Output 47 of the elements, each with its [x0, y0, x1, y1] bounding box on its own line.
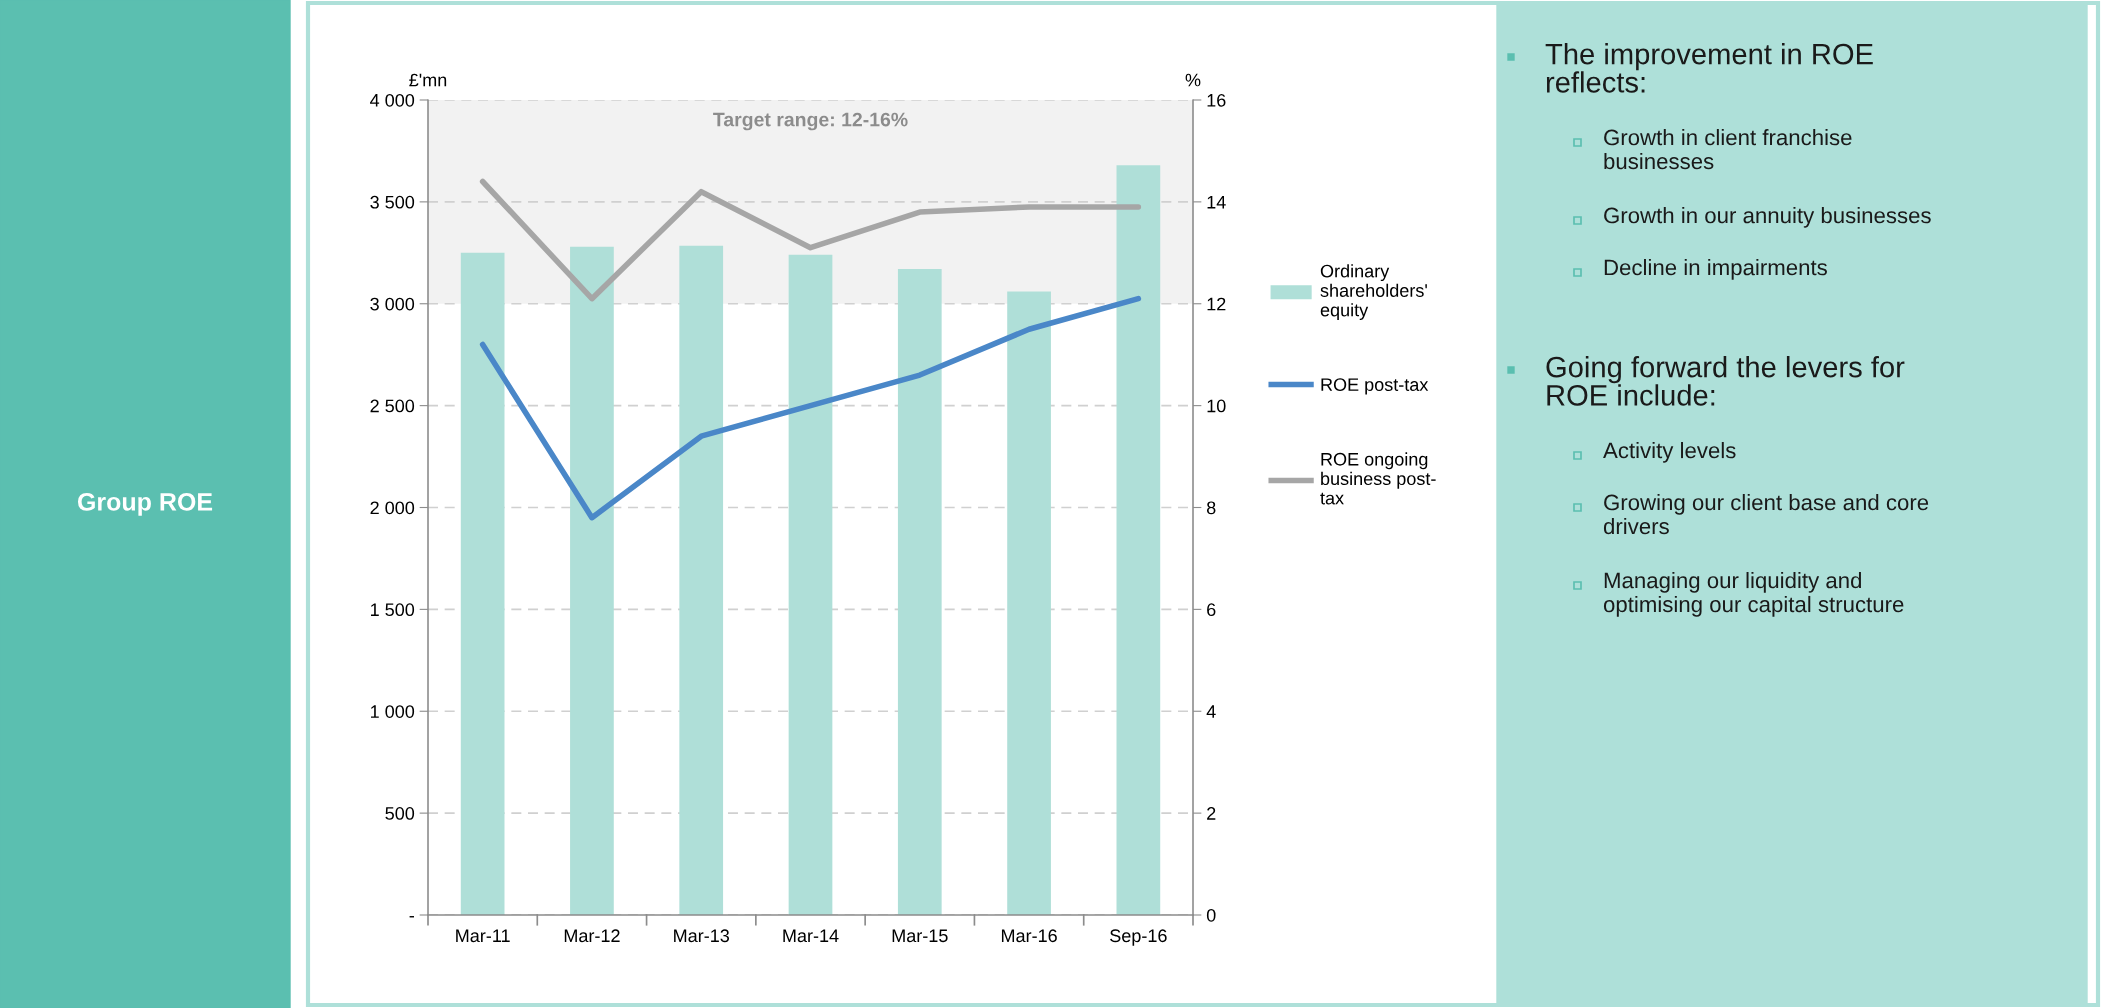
text: Growing our client base and core drivers — [1603, 494, 1929, 535]
text: Managing our liquidity and optimising our capital structure — [1603, 572, 1904, 617]
y2-tick-label: 6 — [1207, 603, 1216, 617]
y-tick-label: 4 000 — [370, 93, 415, 107]
text: Going forward the levers for ROE include: — [1546, 356, 1905, 406]
y-tick-label: 3 000 — [370, 297, 415, 311]
bar — [1116, 165, 1161, 915]
bar — [1007, 291, 1051, 915]
y-tick-label: - — [409, 916, 414, 918]
legend-label: ROE ongoing business post- tax — [1320, 452, 1436, 505]
x-tick-label: Mar-13 — [674, 929, 730, 943]
x-tick-label: Mar-11 — [456, 929, 510, 943]
y2-tick-label: 8 — [1206, 501, 1216, 515]
bar — [460, 252, 505, 915]
x-tick-label: Mar-15 — [892, 929, 948, 943]
bar — [570, 246, 614, 915]
text: Growth in our annuity businesses — [1604, 207, 1931, 228]
y-tick-label: 3 500 — [370, 195, 415, 209]
text: Group ROE — [77, 493, 213, 516]
y-tick-label: 1 500 — [371, 603, 415, 617]
text: The improvement in ROE reflects: — [1545, 43, 1873, 93]
y-tick-label: 1 000 — [371, 705, 415, 718]
legend-label: Ordinary shareholders' equity — [1320, 264, 1427, 320]
y2-tick-label: 2 — [1207, 807, 1216, 820]
x-tick-label: Mar-12 — [564, 929, 620, 943]
text: Decline in impairments — [1604, 259, 1827, 280]
y-tick-label: 500 — [385, 807, 415, 820]
y2-tick-label: 14 — [1207, 196, 1226, 209]
text: Activity levels — [1603, 442, 1736, 463]
x-tick-label: Sep-16 — [1110, 929, 1167, 946]
text: Growth in client franchise businesses — [1604, 129, 1852, 170]
bar — [788, 254, 833, 915]
y2-tick-label: 4 — [1206, 705, 1216, 718]
y-tick-label: 2 000 — [370, 501, 415, 515]
x-tick-label: Mar-16 — [1001, 929, 1057, 943]
y-tick-label: 2 500 — [370, 399, 415, 413]
y-axis-title: £'mn — [409, 73, 447, 87]
y2-tick-label: 16 — [1207, 93, 1226, 107]
y2-tick-label: 10 — [1207, 399, 1226, 413]
legend-label: ROE post-tax — [1321, 378, 1429, 395]
bar — [679, 245, 724, 915]
y2-tick-label: 12 — [1207, 297, 1226, 311]
y2-axis-title: % — [1185, 73, 1201, 87]
y2-tick-label: 0 — [1206, 908, 1216, 922]
band-label: Target range: 12-16% — [713, 112, 908, 131]
bar — [897, 269, 942, 915]
x-tick-label: Mar-14 — [783, 929, 839, 943]
